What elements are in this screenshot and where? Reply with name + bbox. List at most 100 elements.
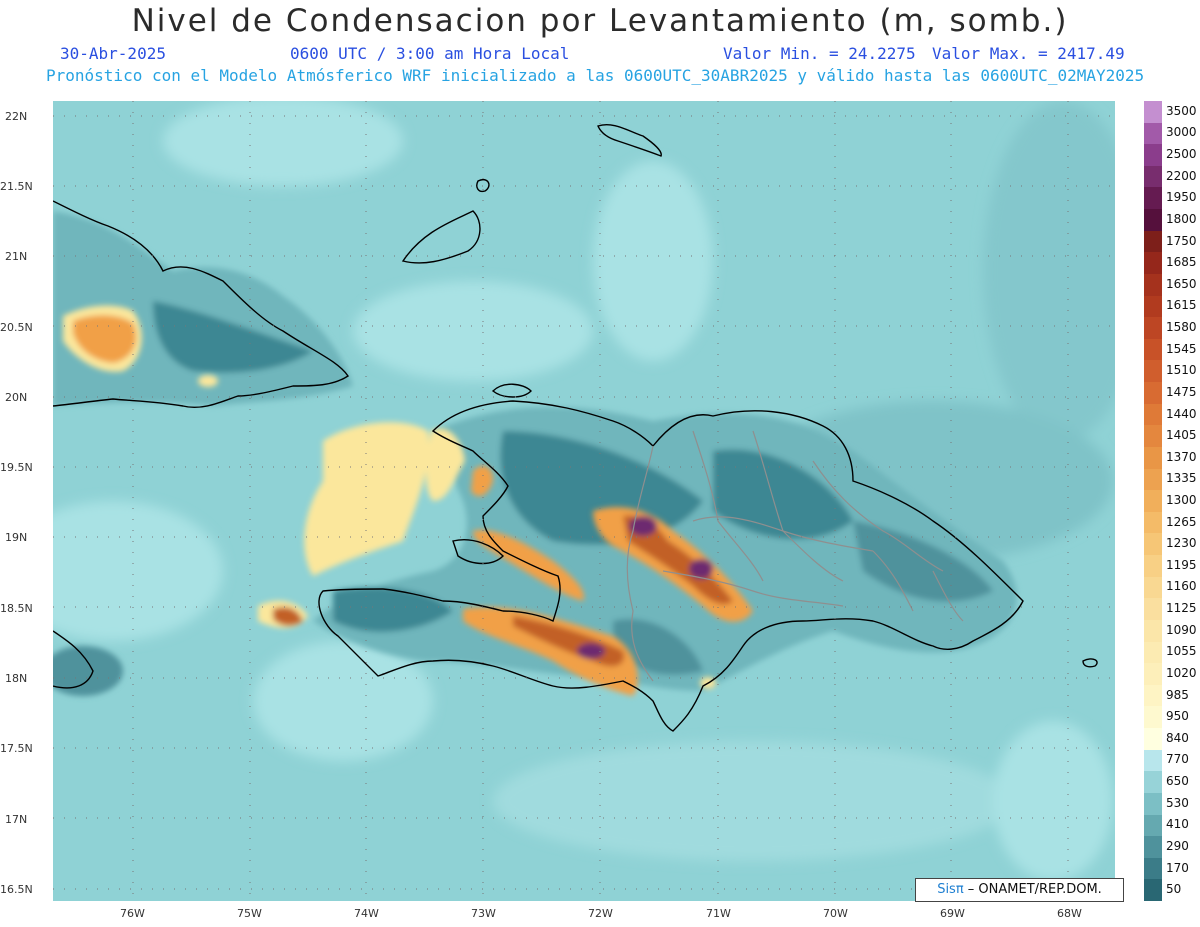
color-scale-cell: [1144, 663, 1162, 686]
color-scale-cell: [1144, 857, 1162, 880]
color-scale-level: 1440: [1166, 406, 1197, 421]
color-scale-level: 1055: [1166, 644, 1197, 659]
lon-label: 72W: [588, 907, 613, 920]
color-scale-level: 1405: [1166, 428, 1197, 443]
color-scale-cell: [1144, 468, 1162, 491]
lon-label: 69W: [940, 907, 965, 920]
color-scale-cell: [1144, 295, 1162, 318]
color-scale-cell: [1144, 338, 1162, 361]
color-scale-level: 1195: [1166, 557, 1197, 572]
color-scale-cell: [1144, 879, 1162, 902]
color-scale-level: 1685: [1166, 255, 1197, 270]
color-scale-level: 1510: [1166, 363, 1197, 378]
lat-label: 16.5N: [0, 883, 33, 896]
lat-label: 21N: [5, 250, 28, 263]
color-scale-cell: [1144, 252, 1162, 275]
color-scale-cell: [1144, 576, 1162, 599]
color-scale-cell: [1144, 511, 1162, 534]
color-scale-level: 1090: [1166, 622, 1197, 637]
color-scale-cell: [1144, 446, 1162, 470]
color-scale: [1144, 101, 1162, 902]
color-scale-level: 950: [1166, 709, 1189, 724]
color-scale-level: 3500: [1166, 103, 1197, 118]
lat-label: 22N: [5, 110, 28, 123]
color-scale-cell: [1144, 490, 1162, 513]
color-scale-level: 1160: [1166, 579, 1197, 594]
color-scale-cell: [1144, 706, 1162, 729]
color-scale-level: 1265: [1166, 514, 1197, 529]
color-scale-level: 2500: [1166, 147, 1197, 162]
lon-label: 73W: [471, 907, 496, 920]
color-scale-cell: [1144, 836, 1162, 859]
color-scale-cell: [1144, 555, 1162, 578]
color-scale-cell: [1144, 187, 1162, 210]
lat-label: 21.5N: [0, 180, 33, 193]
lon-label: 70W: [823, 907, 848, 920]
lat-label: 19N: [5, 531, 28, 544]
color-scale-cell: [1144, 165, 1162, 188]
color-scale-level: 1475: [1166, 384, 1197, 399]
coastlines: [53, 124, 1098, 732]
color-scale-level: 1950: [1166, 190, 1197, 205]
min-value: Valor Min. = 24.2275: [723, 44, 916, 63]
color-scale-cell: [1144, 728, 1162, 751]
lat-label: 20N: [5, 391, 28, 404]
lat-label: 18N: [5, 672, 28, 685]
lon-label: 76W: [120, 907, 145, 920]
lat-label: 20.5N: [0, 321, 33, 334]
color-scale-cell: [1144, 771, 1162, 794]
color-scale-level: 1750: [1166, 233, 1197, 248]
color-scale-cell: [1144, 814, 1162, 837]
color-scale-level: 170: [1166, 860, 1189, 875]
forecast-date: 30-Abr-2025: [60, 44, 166, 63]
color-scale-level: 1545: [1166, 341, 1197, 356]
color-scale-cell: [1144, 684, 1162, 707]
color-scale-level: 1800: [1166, 211, 1197, 226]
lon-label: 71W: [706, 907, 731, 920]
color-scale-level: 1335: [1166, 471, 1197, 486]
color-scale-level: 50: [1166, 882, 1182, 897]
color-scale-level: 1650: [1166, 276, 1197, 291]
color-scale-level: 530: [1166, 795, 1189, 810]
color-scale-cell: [1144, 101, 1162, 124]
color-scale-cell: [1144, 792, 1162, 815]
color-scale-cell: [1144, 425, 1162, 448]
color-scale-cell: [1144, 749, 1162, 772]
lat-label: 17N: [5, 813, 28, 826]
color-scale-cell: [1144, 533, 1162, 556]
lcl-high-values: [63, 305, 753, 696]
color-scale-level: 840: [1166, 730, 1189, 745]
map-canvas[interactable]: [53, 101, 1115, 901]
color-scale-level: 1300: [1166, 493, 1197, 507]
color-scale-cell: [1144, 619, 1162, 643]
color-scale-cell: [1144, 273, 1162, 297]
lat-label: 19.5N: [0, 461, 33, 474]
color-scale-level: 2200: [1166, 168, 1197, 183]
credit-text: – ONAMET/REP.DOM.: [963, 882, 1102, 897]
color-scale-cell: [1144, 144, 1162, 167]
forecast-time: 0600 UTC / 3:00 am Hora Local: [290, 44, 570, 63]
map-svg: [53, 101, 1115, 901]
lon-label: 68W: [1057, 907, 1082, 920]
sis-logo: Sisπ: [937, 882, 964, 897]
color-scale-level: 3000: [1166, 125, 1197, 140]
color-scale-level: 1230: [1166, 536, 1197, 551]
forecast-subtitle: Pronóstico con el Modelo Atmósferico WRF…: [46, 66, 1145, 85]
color-scale-level: 985: [1166, 687, 1189, 702]
color-scale-cell: [1144, 598, 1162, 621]
max-value: Valor Max. = 2417.49: [932, 44, 1125, 63]
map-title: Nivel de Condensacion por Levantamiento …: [131, 3, 1069, 39]
color-scale-cell: [1144, 230, 1162, 253]
color-scale-level: 1125: [1166, 601, 1197, 616]
color-scale-level: 1370: [1166, 449, 1197, 464]
color-scale-cell: [1144, 122, 1162, 145]
color-scale-level: 1580: [1166, 320, 1197, 335]
color-scale-level: 290: [1166, 838, 1189, 853]
color-scale-level: 650: [1166, 774, 1189, 789]
color-scale-cell: [1144, 641, 1162, 664]
color-scale-cell: [1144, 382, 1162, 405]
color-scale-cell: [1144, 360, 1162, 383]
color-scale-cell: [1144, 317, 1162, 340]
color-scale-level: 770: [1166, 752, 1189, 767]
admin-borders: [626, 430, 964, 682]
